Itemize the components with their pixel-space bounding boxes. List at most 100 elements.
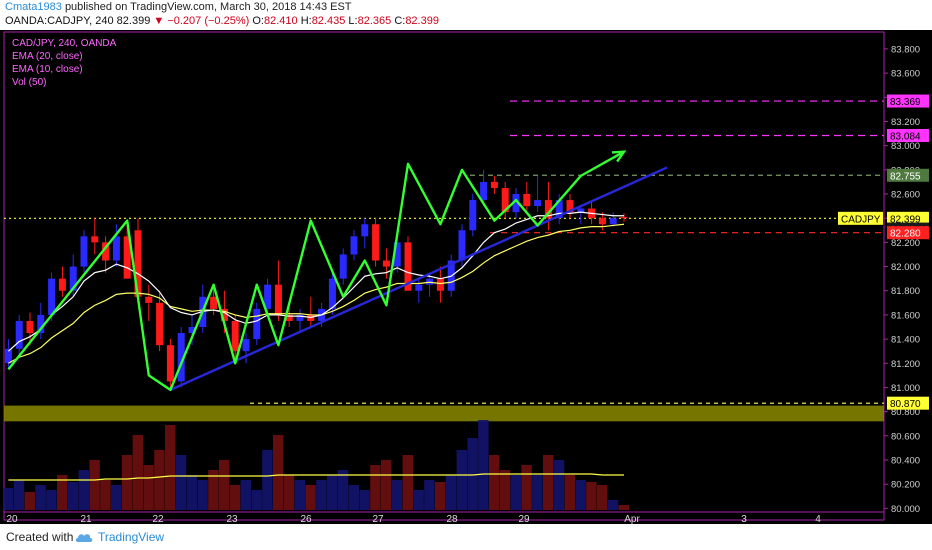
volume-bar [413, 490, 424, 510]
candle-body[interactable] [48, 278, 56, 315]
username-link[interactable]: Cmata1983 [5, 1, 62, 13]
zigzag-projection[interactable] [7, 150, 625, 392]
footer: Created with TradingView [0, 524, 932, 550]
volume-bar [89, 460, 100, 510]
volume-bar [445, 475, 457, 510]
candle-body[interactable] [177, 333, 185, 382]
volume-bar [381, 460, 392, 510]
volume-bar [67, 482, 79, 510]
volume-bar [186, 475, 197, 510]
candle-body[interactable] [231, 320, 239, 352]
time-tick-label: 4 [815, 514, 821, 524]
candle-body[interactable] [69, 266, 77, 291]
volume-bar [489, 455, 500, 510]
publisher-line: Cmata1983 published on TradingView.com, … [5, 1, 352, 13]
time-tick-label: 22 [152, 514, 164, 524]
candle-body[interactable] [458, 230, 466, 261]
price-tick-label: 81.600 [891, 310, 920, 321]
price-tick-label: 81.000 [891, 383, 920, 394]
candle-body[interactable] [123, 236, 131, 279]
price-label-badge [887, 396, 929, 410]
price-tick-label: 81.800 [891, 286, 920, 297]
candle-body[interactable] [512, 194, 520, 213]
volume-bar [337, 470, 349, 510]
candle-body[interactable] [166, 345, 174, 382]
candle-body[interactable] [15, 320, 23, 349]
candle-body[interactable] [274, 284, 282, 315]
candle-body[interactable] [382, 260, 390, 267]
candle-body[interactable] [361, 224, 369, 237]
volume-bar [618, 505, 629, 510]
candle-body[interactable] [436, 278, 444, 291]
volume-bar [283, 475, 295, 510]
candle-body[interactable] [156, 302, 164, 346]
candle-body[interactable] [555, 200, 563, 219]
candle-body[interactable] [253, 308, 261, 340]
volume-bar [359, 490, 370, 510]
candle-body[interactable] [350, 236, 358, 255]
candle-body[interactable] [620, 216, 628, 219]
candle-body[interactable] [4, 348, 12, 364]
candle-body[interactable] [609, 218, 617, 225]
price-label-badge [838, 211, 883, 225]
time-tick-label: 23 [226, 514, 238, 524]
volume-bar [154, 450, 165, 510]
tradingview-brand-link[interactable]: TradingView [98, 530, 165, 544]
candle-body[interactable] [480, 181, 488, 201]
trendline[interactable] [169, 166, 668, 391]
price-tick-label: 80.200 [891, 480, 920, 491]
volume-bar [543, 455, 554, 510]
candle-body[interactable] [296, 314, 304, 321]
candle-body[interactable] [393, 242, 401, 267]
candle-body[interactable] [58, 278, 66, 291]
chart-area[interactable]: 83.80083.60083.40083.20083.00082.80082.6… [0, 30, 932, 525]
candle-body[interactable] [102, 242, 110, 261]
candle-body[interactable] [523, 194, 531, 207]
volume-bar [510, 475, 521, 510]
candle-body[interactable] [210, 296, 218, 309]
candle-body[interactable] [91, 236, 99, 243]
candle-body[interactable] [80, 236, 88, 267]
candle-body[interactable] [134, 230, 142, 297]
close-label: C: [394, 15, 406, 27]
candle-body[interactable] [145, 296, 153, 303]
candle-body[interactable] [415, 284, 423, 291]
price-chart[interactable]: 83.80083.60083.40083.20083.00082.80082.6… [0, 30, 932, 525]
candle-body[interactable] [264, 284, 272, 309]
legend-volume: Vol (50) [12, 77, 46, 88]
candle-body[interactable] [188, 327, 196, 334]
volume-bar [13, 480, 25, 510]
candle-body[interactable] [544, 200, 552, 219]
candle-body[interactable] [490, 181, 498, 188]
candle-body[interactable] [220, 308, 228, 321]
price-tick-label: 81.400 [891, 335, 920, 346]
candle-body[interactable] [307, 314, 315, 321]
volume-bar [78, 470, 89, 510]
candle-body[interactable] [426, 278, 434, 285]
volume-bar [607, 500, 619, 510]
candle-body[interactable] [26, 320, 34, 334]
candle-body[interactable] [328, 278, 336, 309]
volume-bar [219, 460, 230, 510]
price-label-text: 83.369 [890, 97, 921, 108]
candle-body[interactable] [242, 339, 250, 352]
candle-body[interactable] [469, 200, 477, 231]
candle-body[interactable] [501, 187, 509, 213]
candle-body[interactable] [285, 314, 293, 321]
candle-body[interactable] [372, 224, 380, 261]
volume-bar [262, 450, 273, 510]
candle-body[interactable] [577, 208, 585, 213]
volume-bar [370, 465, 381, 510]
volume-bar [121, 455, 133, 510]
symbol-line: OANDA:CADJPY, 240 82.399 ▼ −0.207 (−0.25… [5, 15, 439, 27]
candle-body[interactable] [534, 200, 542, 207]
candle-body[interactable] [339, 254, 347, 279]
candle-body[interactable] [404, 242, 412, 291]
candle-body[interactable] [566, 200, 574, 213]
candle-body[interactable] [112, 236, 120, 261]
time-tick-label: 21 [80, 514, 92, 524]
volume-bar [208, 470, 219, 510]
candle-body[interactable] [37, 314, 45, 334]
price-label-badge [887, 94, 929, 108]
candle-body[interactable] [598, 218, 606, 225]
